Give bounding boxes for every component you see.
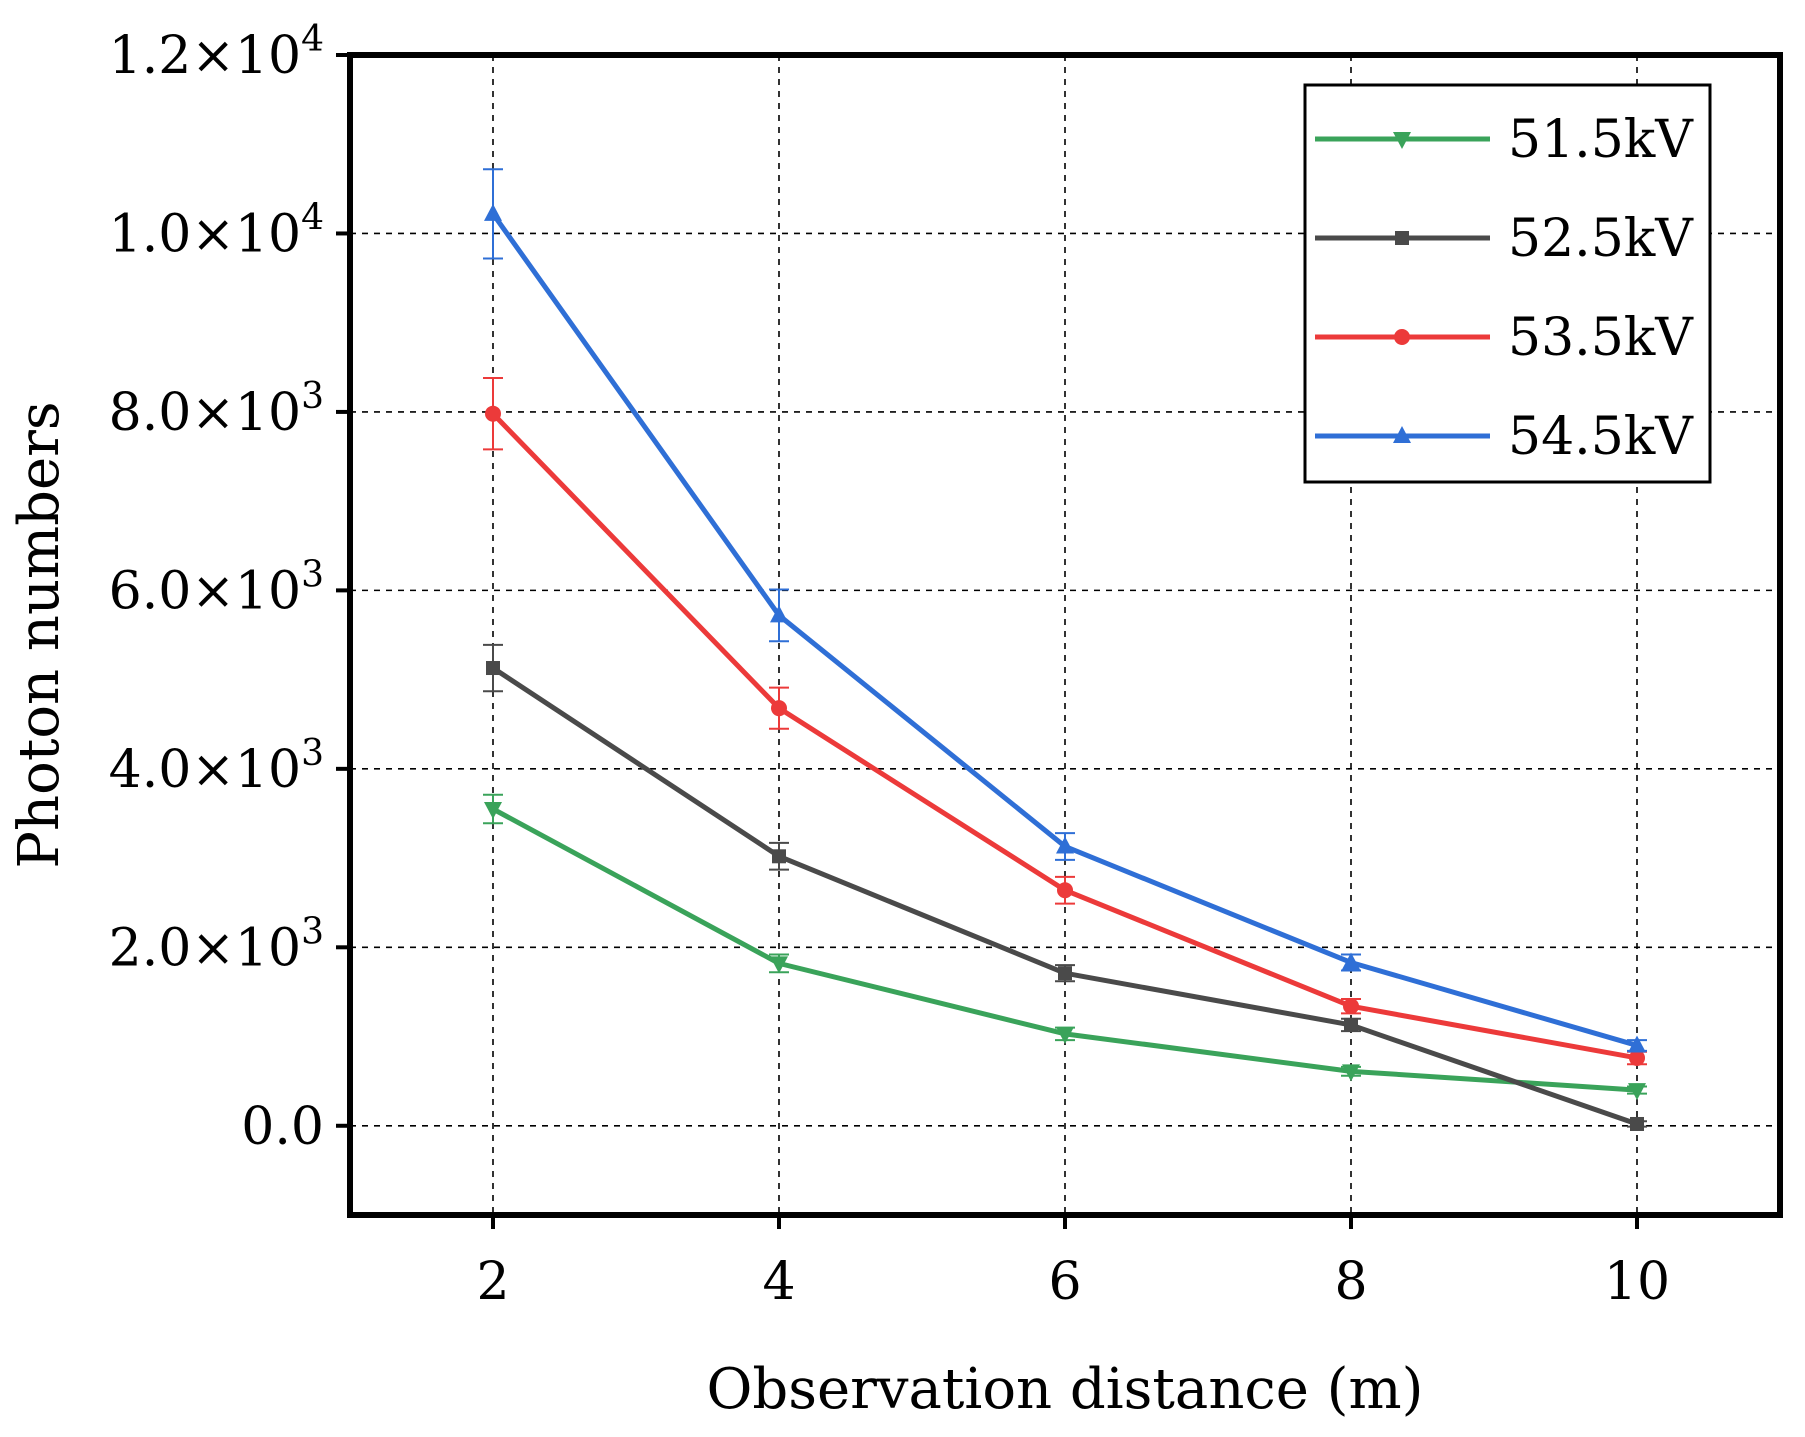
legend-frame bbox=[1303, 83, 1712, 484]
series-layer bbox=[483, 168, 1647, 1131]
y-tick-mantissa: 1.2×10 bbox=[109, 26, 301, 86]
series-line bbox=[491, 411, 1638, 1061]
y-tick-label: 8.0×103 bbox=[109, 376, 324, 443]
x-tick-label: 4 bbox=[762, 1252, 795, 1312]
x-axis-title: Observation distance (m) bbox=[707, 1357, 1424, 1422]
y-tick-exponent: 4 bbox=[301, 197, 324, 238]
data-point bbox=[484, 203, 502, 221]
y-tick-exponent: 3 bbox=[301, 554, 324, 595]
data-point bbox=[772, 849, 786, 864]
legend-label: 54.5kV bbox=[1508, 407, 1694, 467]
data-point bbox=[1630, 1116, 1644, 1131]
y-tick-label: 4.0×103 bbox=[109, 733, 324, 800]
x-tick-label: 6 bbox=[1048, 1252, 1081, 1312]
y-tick-mantissa: 8.0×10 bbox=[109, 383, 301, 443]
legend-marker bbox=[1393, 426, 1411, 443]
y-tick-exponent: 3 bbox=[301, 911, 324, 952]
data-point bbox=[484, 802, 502, 819]
y-tick-label: 1.0×104 bbox=[109, 197, 324, 264]
data-point bbox=[1628, 1035, 1646, 1053]
legend-item: 54.5kV bbox=[1315, 407, 1694, 467]
data-point bbox=[486, 661, 500, 676]
data-point bbox=[1056, 1026, 1074, 1044]
legend-marker bbox=[1394, 329, 1410, 345]
data-point bbox=[770, 605, 788, 623]
y-tick-exponent: 4 bbox=[301, 19, 324, 60]
y-tick-mantissa: 1.0×10 bbox=[109, 204, 301, 264]
y-tick-mantissa: 4.0×10 bbox=[109, 740, 301, 800]
y-tick-label: 6.0×103 bbox=[109, 554, 324, 621]
series-51.5kV bbox=[483, 793, 1647, 1101]
data-point bbox=[1058, 966, 1072, 981]
y-tick-exponent: 3 bbox=[301, 376, 324, 417]
x-tick-label: 10 bbox=[1604, 1252, 1670, 1312]
x-axis-ticks: 2 4 6 8 10 bbox=[476, 1215, 1670, 1312]
y-axis-ticks: 0.02.0×1034.0×1036.0×1038.0×1031.0×1041.… bbox=[109, 19, 350, 1157]
series-54.5kV bbox=[483, 168, 1647, 1053]
y-tick-mantissa: 2.0×10 bbox=[109, 918, 301, 978]
legend-item: 51.5kV bbox=[1315, 110, 1694, 170]
legend-marker bbox=[1395, 231, 1409, 245]
legend-item: 53.5kV bbox=[1315, 308, 1694, 368]
data-point bbox=[1342, 952, 1360, 970]
data-point bbox=[1057, 882, 1073, 899]
legend-item: 52.5kV bbox=[1315, 209, 1694, 269]
data-point bbox=[1343, 998, 1359, 1015]
data-point bbox=[770, 956, 788, 974]
y-tick-mantissa: 6.0×10 bbox=[109, 561, 301, 621]
x-tick-label: 2 bbox=[476, 1252, 509, 1312]
legend-label: 52.5kV bbox=[1508, 209, 1694, 269]
data-point bbox=[1629, 1049, 1645, 1066]
series-53.5kV bbox=[483, 377, 1647, 1066]
legend-label: 51.5kV bbox=[1508, 110, 1694, 170]
series-52.5kV bbox=[483, 643, 1647, 1131]
data-point bbox=[485, 405, 501, 422]
data-point bbox=[771, 700, 787, 717]
data-point bbox=[1342, 1064, 1360, 1082]
y-tick-label: 0.0 bbox=[241, 1097, 324, 1157]
legend: 51.5kV 52.5kV 53.5kV 54.5kV bbox=[1303, 83, 1712, 484]
data-point bbox=[1344, 1017, 1358, 1032]
data-point bbox=[1056, 836, 1074, 854]
legend-marker bbox=[1393, 132, 1411, 149]
y-axis-title: Photon numbers bbox=[7, 401, 72, 868]
legend-label: 53.5kV bbox=[1508, 308, 1694, 368]
y-tick-label: 2.0×103 bbox=[109, 911, 324, 978]
data-point bbox=[1628, 1083, 1646, 1101]
y-tick-label: 1.2×104 bbox=[109, 19, 324, 86]
y-tick-exponent: 3 bbox=[301, 733, 324, 774]
x-tick-label: 8 bbox=[1334, 1252, 1367, 1312]
y-tick-mantissa: 0.0 bbox=[241, 1097, 324, 1157]
